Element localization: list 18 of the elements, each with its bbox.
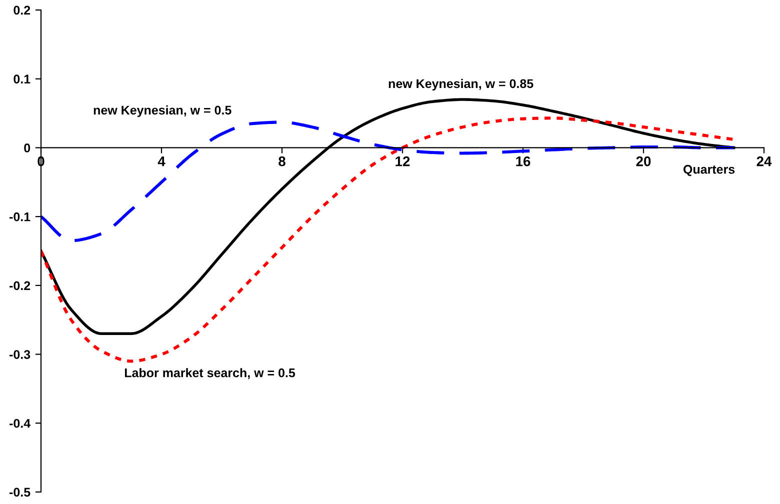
x-tick-label: 4 <box>158 156 166 166</box>
x-tick-label: 20 <box>636 156 651 166</box>
y-tick-label: 0 <box>24 144 30 152</box>
series-label: new Keynesian, w = 0.5 <box>94 105 232 118</box>
y-tick-label: -0.5 <box>10 488 30 497</box>
series-label: Labor market search, w = 0.5 <box>124 368 296 380</box>
y-tick-label: -0.4 <box>10 418 31 428</box>
x-tick-label: 8 <box>278 156 286 166</box>
series-label: new Keynesian, w = 0.85 <box>388 78 534 91</box>
y-tick-label: 0.2 <box>14 6 30 15</box>
x-axis-title: Quarters <box>683 164 735 176</box>
y-tick-label: 0.1 <box>14 74 30 84</box>
x-tick-label: 12 <box>396 156 410 166</box>
y-tick-label: -0.2 <box>10 281 30 290</box>
y-tick-label: -0.1 <box>10 212 30 222</box>
y-tick-label: -0.3 <box>10 350 30 359</box>
x-tick-label: 16 <box>516 156 530 166</box>
x-tick-label: 24 <box>756 156 772 166</box>
